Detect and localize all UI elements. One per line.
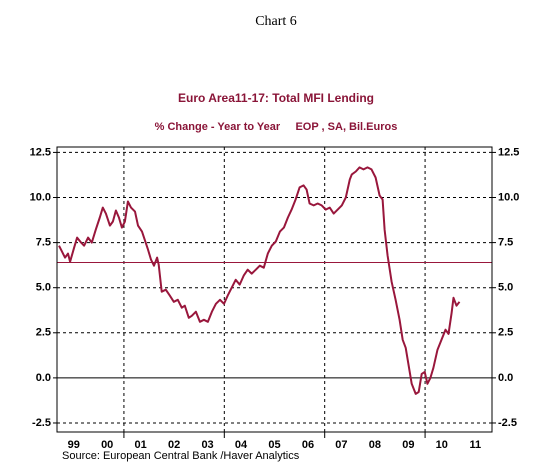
y-tick-label: 12.5 [30,146,51,158]
x-tick-label: 00 [101,439,113,451]
chart-header: Chart 6 [255,14,297,29]
source-note: Source: European Central Bank /Haver Ana… [62,450,300,462]
x-tick-label: 02 [168,439,180,451]
y2-tick-label: 12.5 [498,146,519,158]
y-tick-label: 2.5 [36,327,51,339]
x-tick-label: 09 [402,439,414,451]
x-tick-label: 04 [235,439,248,451]
y-tick-label: 7.5 [36,237,51,249]
x-tick-label: 08 [369,439,381,451]
y2-tick-label: 5.0 [498,282,513,294]
y2-tick-label: -2.5 [498,417,517,429]
x-tick-label: 03 [201,439,213,451]
x-tick-label: 06 [302,439,314,451]
plot-frame [56,146,493,433]
y-tick-label: 5.0 [36,282,51,294]
x-tick-label: 01 [135,439,147,451]
chart-title: Euro Area11-17: Total MFI Lending [178,91,374,105]
y-tick-label: 10.0 [30,191,51,203]
chart-subtitle: % Change - Year to Year EOP , SA, Bil.Eu… [155,121,398,133]
y2-tick-label: 7.5 [498,237,513,249]
x-tick-label: 05 [268,439,280,451]
y2-tick-label: 10.0 [498,191,519,203]
y-tick-label: -2.5 [32,417,51,429]
y-tick-label: 0.0 [36,372,51,384]
x-tick-label: 11 [469,439,481,451]
y2-tick-label: 2.5 [498,327,513,339]
x-tick-label: 99 [68,439,80,451]
data-line [58,166,461,395]
y2-tick-label: 0.0 [498,372,513,384]
x-tick-label: 07 [335,439,347,451]
x-tick-label: 10 [436,439,448,451]
